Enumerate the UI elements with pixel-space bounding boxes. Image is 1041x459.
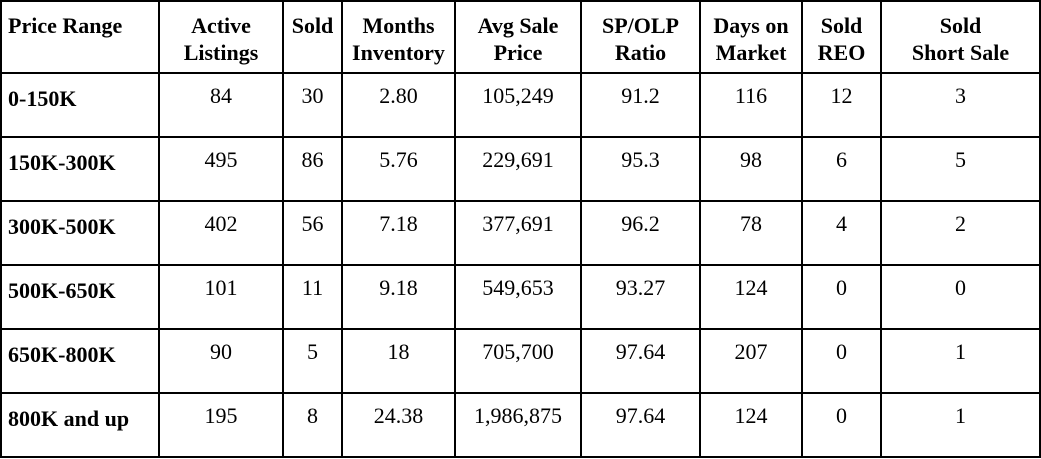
- cell-price-range: 500K-650K: [0, 264, 160, 330]
- cell-price-range: 650K-800K: [0, 328, 160, 394]
- cell-sp-olp-ratio: 97.64: [580, 328, 701, 394]
- header-sold-short-sale: Sold Short Sale: [880, 0, 1041, 74]
- cell-sold-reo: 0: [801, 264, 882, 330]
- cell-months-inventory: 18: [341, 328, 456, 394]
- cell-active-listings: 495: [158, 136, 284, 202]
- cell-sold-short-sale: 2: [880, 200, 1041, 266]
- cell-sold-short-sale: 3: [880, 72, 1041, 138]
- cell-sold-reo: 12: [801, 72, 882, 138]
- table-row: 0-150K 84 30 2.80 105,249 91.2 116 12 3: [0, 72, 1041, 138]
- cell-avg-sale-price: 1,986,875: [454, 392, 582, 458]
- header-months-inventory: Months Inventory: [341, 0, 456, 74]
- cell-avg-sale-price: 105,249: [454, 72, 582, 138]
- table-row: 300K-500K 402 56 7.18 377,691 96.2 78 4 …: [0, 200, 1041, 266]
- cell-avg-sale-price: 549,653: [454, 264, 582, 330]
- cell-months-inventory: 9.18: [341, 264, 456, 330]
- cell-days-on-market: 124: [699, 392, 803, 458]
- cell-sold: 5: [282, 328, 343, 394]
- cell-active-listings: 101: [158, 264, 284, 330]
- cell-sold: 86: [282, 136, 343, 202]
- cell-sold-short-sale: 1: [880, 392, 1041, 458]
- cell-days-on-market: 78: [699, 200, 803, 266]
- cell-price-range: 300K-500K: [0, 200, 160, 266]
- header-avg-sale-price: Avg Sale Price: [454, 0, 582, 74]
- header-active-listings: Active Listings: [158, 0, 284, 74]
- cell-sp-olp-ratio: 91.2: [580, 72, 701, 138]
- cell-days-on-market: 98: [699, 136, 803, 202]
- cell-sold-short-sale: 0: [880, 264, 1041, 330]
- cell-sold: 8: [282, 392, 343, 458]
- cell-avg-sale-price: 377,691: [454, 200, 582, 266]
- cell-sp-olp-ratio: 97.64: [580, 392, 701, 458]
- cell-active-listings: 195: [158, 392, 284, 458]
- table-body: 0-150K 84 30 2.80 105,249 91.2 116 12 3 …: [0, 72, 1041, 458]
- cell-sold: 30: [282, 72, 343, 138]
- cell-sold-reo: 0: [801, 392, 882, 458]
- cell-months-inventory: 24.38: [341, 392, 456, 458]
- cell-active-listings: 402: [158, 200, 284, 266]
- cell-sold-short-sale: 1: [880, 328, 1041, 394]
- cell-sold: 56: [282, 200, 343, 266]
- header-sold-reo: Sold REO: [801, 0, 882, 74]
- cell-sp-olp-ratio: 93.27: [580, 264, 701, 330]
- cell-sold-reo: 0: [801, 328, 882, 394]
- cell-active-listings: 84: [158, 72, 284, 138]
- table-row: 800K and up 195 8 24.38 1,986,875 97.64 …: [0, 392, 1041, 458]
- cell-sp-olp-ratio: 95.3: [580, 136, 701, 202]
- header-sold: Sold: [282, 0, 343, 74]
- cell-active-listings: 90: [158, 328, 284, 394]
- cell-sold-reo: 4: [801, 200, 882, 266]
- cell-sold: 11: [282, 264, 343, 330]
- cell-sold-reo: 6: [801, 136, 882, 202]
- table-row: 150K-300K 495 86 5.76 229,691 95.3 98 6 …: [0, 136, 1041, 202]
- header-price-range: Price Range: [0, 0, 160, 74]
- header-days-on-market: Days on Market: [699, 0, 803, 74]
- cell-days-on-market: 116: [699, 72, 803, 138]
- cell-price-range: 800K and up: [0, 392, 160, 458]
- cell-months-inventory: 7.18: [341, 200, 456, 266]
- table-row: 500K-650K 101 11 9.18 549,653 93.27 124 …: [0, 264, 1041, 330]
- cell-sold-short-sale: 5: [880, 136, 1041, 202]
- cell-months-inventory: 2.80: [341, 72, 456, 138]
- cell-avg-sale-price: 705,700: [454, 328, 582, 394]
- cell-sp-olp-ratio: 96.2: [580, 200, 701, 266]
- table-row: 650K-800K 90 5 18 705,700 97.64 207 0 1: [0, 328, 1041, 394]
- cell-avg-sale-price: 229,691: [454, 136, 582, 202]
- header-row: Price Range Active Listings Sold Months In…: [0, 0, 1041, 74]
- cell-price-range: 0-150K: [0, 72, 160, 138]
- cell-days-on-market: 124: [699, 264, 803, 330]
- cell-months-inventory: 5.76: [341, 136, 456, 202]
- header-sp-olp-ratio: SP/OLP Ratio: [580, 0, 701, 74]
- cell-price-range: 150K-300K: [0, 136, 160, 202]
- cell-days-on-market: 207: [699, 328, 803, 394]
